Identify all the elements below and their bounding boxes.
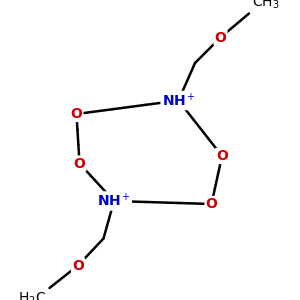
- Text: O: O: [214, 31, 226, 44]
- Text: O: O: [72, 259, 84, 272]
- Text: O: O: [216, 149, 228, 163]
- Text: CH$_3$: CH$_3$: [252, 0, 280, 11]
- Text: NH$^+$: NH$^+$: [97, 192, 131, 210]
- Text: O: O: [206, 197, 218, 211]
- Text: NH$^+$: NH$^+$: [161, 92, 196, 109]
- Text: O: O: [70, 107, 83, 121]
- Text: O: O: [74, 157, 86, 170]
- Text: H$_2$C: H$_2$C: [18, 291, 46, 300]
